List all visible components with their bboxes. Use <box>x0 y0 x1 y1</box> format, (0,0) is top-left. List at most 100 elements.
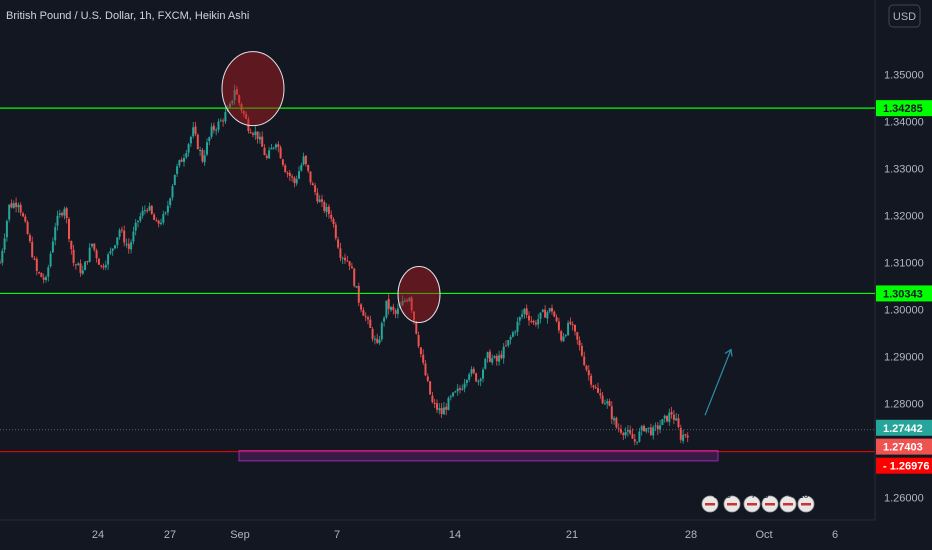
candle <box>15 197 18 213</box>
candle-body <box>185 153 188 158</box>
candle <box>449 394 452 401</box>
circle-annotation-top[interactable] <box>221 51 285 127</box>
candle-body <box>629 429 632 434</box>
event-flag-icon[interactable] <box>779 495 797 513</box>
candle <box>109 247 112 255</box>
event-flag-icon[interactable] <box>723 495 741 513</box>
candle-body <box>54 227 57 241</box>
candle <box>640 424 643 436</box>
currency-button[interactable]: USD <box>888 4 921 28</box>
candle <box>465 378 468 387</box>
candle <box>286 171 289 178</box>
candle <box>164 211 167 216</box>
candle <box>318 195 321 203</box>
event-flag-icon[interactable] <box>701 495 719 513</box>
candle-body <box>327 206 330 215</box>
candle <box>304 155 307 167</box>
candle <box>12 200 15 209</box>
candle <box>661 418 664 426</box>
candle <box>440 403 443 419</box>
candle <box>406 298 409 303</box>
candle <box>65 206 68 224</box>
candle <box>532 319 535 326</box>
candle <box>84 260 87 271</box>
candle-body <box>532 321 535 323</box>
candle <box>355 285 358 288</box>
candle <box>150 204 153 216</box>
candle <box>569 317 572 326</box>
candle <box>54 222 57 246</box>
candle <box>238 94 241 106</box>
candle <box>120 226 123 233</box>
candle-body <box>332 219 335 225</box>
candle <box>578 336 581 351</box>
candle-body <box>93 243 96 250</box>
candle <box>51 237 54 254</box>
projection-arrow[interactable] <box>704 348 733 416</box>
candle <box>560 329 563 343</box>
circle-annotation-retest[interactable] <box>397 266 441 324</box>
candle-body <box>77 263 80 266</box>
candle <box>518 316 521 326</box>
candle <box>475 372 478 383</box>
candle <box>199 146 202 156</box>
candle <box>40 272 43 278</box>
candle-body <box>470 369 473 374</box>
candle <box>325 203 328 217</box>
candle <box>93 243 96 252</box>
price-axis[interactable]: 1.35000 1.34000 1.33000 1.32000 1.31000 1.300… <box>884 70 924 505</box>
candle-body <box>493 356 496 358</box>
candle-body <box>500 354 503 358</box>
events-row[interactable]: 3 5 3 7 3 3 4 10 <box>701 490 815 513</box>
candle-body <box>70 240 73 250</box>
time-axis[interactable]: 24 27 Sep 7 14 21 28 Oct 6 <box>92 529 838 541</box>
candle-body <box>22 213 24 217</box>
candle-body <box>281 159 284 165</box>
candle <box>378 335 381 345</box>
candle-body <box>417 334 420 347</box>
candle <box>24 214 27 223</box>
event-flag-icon[interactable] <box>797 495 815 513</box>
candle-body <box>74 264 77 266</box>
candle-body <box>173 174 176 186</box>
candle <box>298 166 300 180</box>
candle <box>636 441 639 446</box>
candle-body <box>270 148 273 150</box>
candle <box>613 415 616 425</box>
candle-body <box>286 172 289 174</box>
candle <box>672 410 675 425</box>
candle <box>622 431 625 440</box>
candle <box>42 273 45 284</box>
candle-body <box>47 267 50 277</box>
candle-body <box>155 220 158 222</box>
candle <box>580 343 583 357</box>
candle <box>70 240 73 255</box>
candle <box>272 146 275 150</box>
candle <box>8 204 11 223</box>
candle-body <box>447 397 450 410</box>
candle <box>107 252 110 270</box>
candle <box>606 398 609 409</box>
candle-body <box>606 401 609 404</box>
candle-body <box>670 411 673 415</box>
candle-body <box>194 126 197 134</box>
event-flag-icon[interactable] <box>743 495 761 513</box>
support-zone-rectangle[interactable] <box>238 450 719 462</box>
candle-body <box>187 144 190 153</box>
candle-body <box>525 308 528 316</box>
candle-body <box>601 395 604 404</box>
candle <box>148 202 151 212</box>
level-tag-2: 1.30343 <box>876 285 932 302</box>
candle <box>546 310 549 324</box>
candle-body <box>438 408 441 411</box>
candle-body <box>254 131 257 135</box>
candle-body <box>132 231 135 242</box>
candle <box>146 208 149 213</box>
candle-body <box>557 321 560 331</box>
candle-body <box>323 202 326 212</box>
event-flag-icon[interactable] <box>761 495 779 513</box>
candle-body <box>164 212 167 214</box>
candle-body <box>63 208 66 216</box>
candle-body <box>261 136 264 147</box>
